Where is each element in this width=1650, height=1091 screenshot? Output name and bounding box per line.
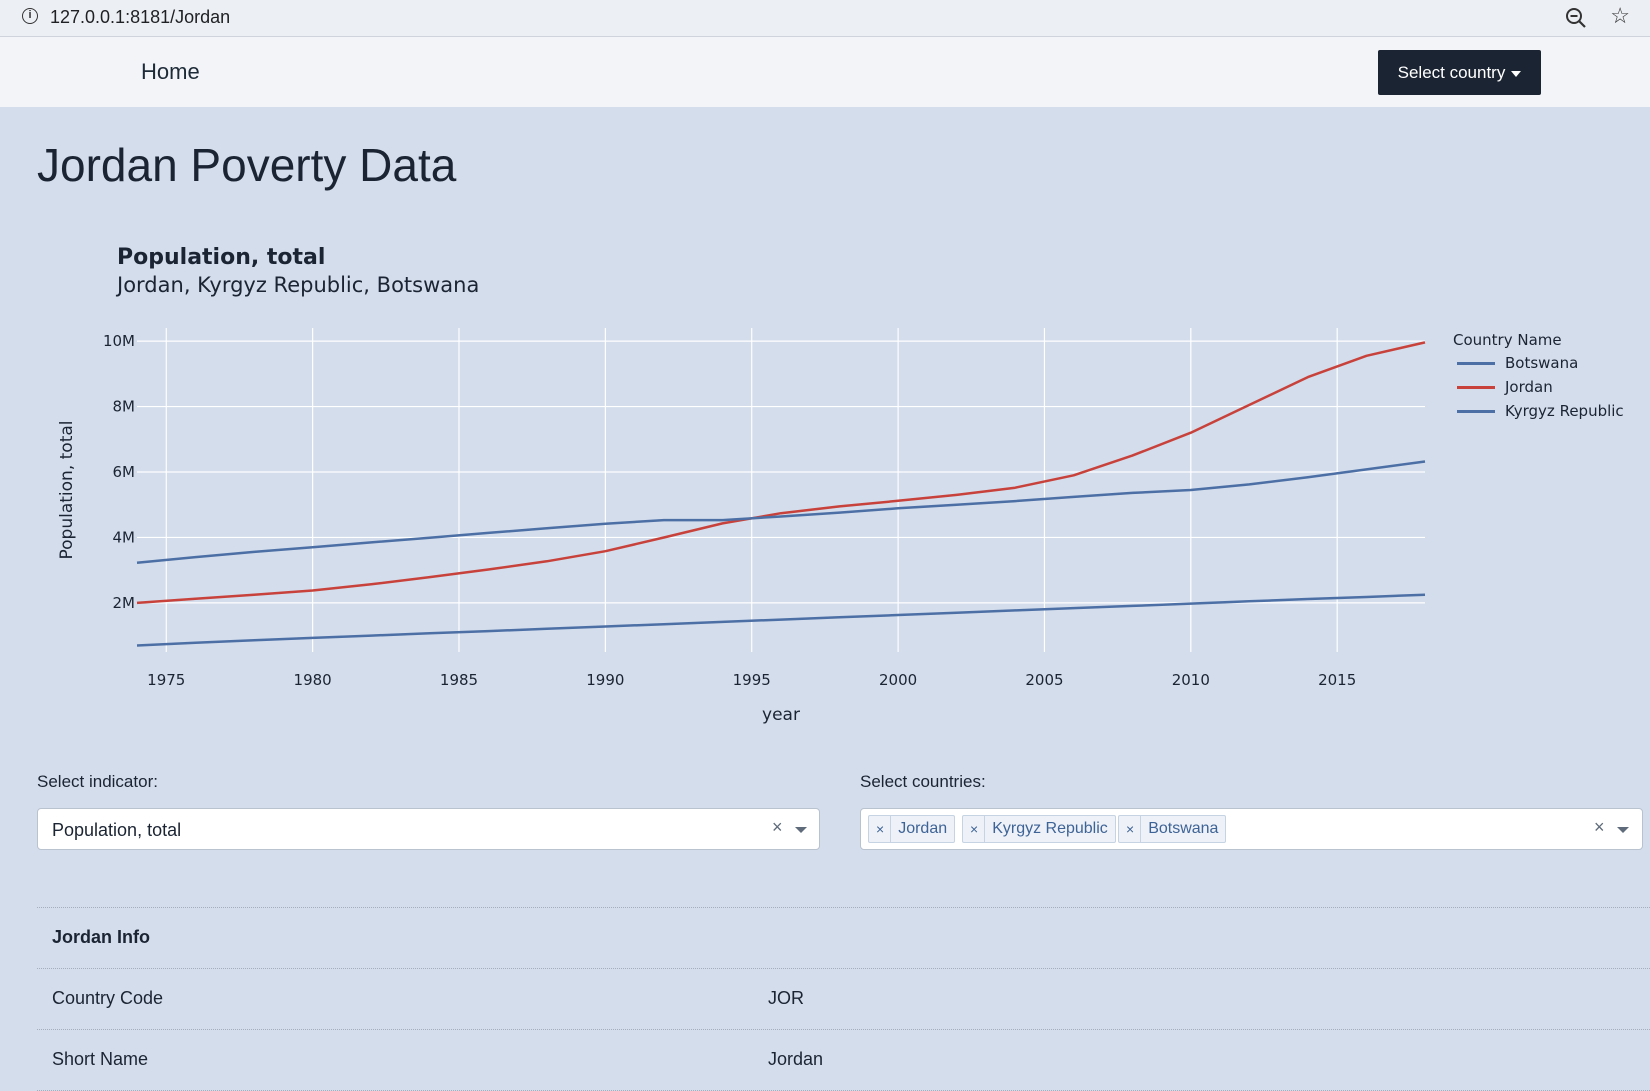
legend-label: Kyrgyz Republic — [1505, 402, 1624, 420]
legend-label: Botswana — [1505, 354, 1579, 372]
indicator-value: Population, total — [52, 820, 182, 840]
clear-icon[interactable]: × — [772, 817, 783, 837]
legend-item-kyrgyz-republic[interactable]: Kyrgyz Republic — [1457, 402, 1624, 420]
country-info-table: Jordan Info Country Code JOR Short Name … — [37, 907, 1650, 1091]
zoom-out-icon[interactable] — [1564, 6, 1588, 30]
x-tick-label: 1995 — [733, 671, 771, 689]
browser-address-bar: i 127.0.0.1:8181/Jordan ☆ — [0, 0, 1650, 37]
page-title: Jordan Poverty Data — [37, 139, 457, 191]
country-tag-jordan: × Jordan — [868, 815, 956, 843]
x-tick-label: 2005 — [1025, 671, 1063, 689]
tag-label: Jordan — [898, 820, 948, 837]
y-tick-label: 6M — [113, 463, 136, 481]
legend-item-jordan[interactable]: Jordan — [1457, 378, 1553, 396]
info-value: JOR — [768, 988, 804, 1008]
star-icon[interactable]: ☆ — [1610, 3, 1630, 28]
legend-title: Country Name — [1453, 331, 1562, 349]
x-tick-label: 2010 — [1172, 671, 1210, 689]
clear-icon[interactable]: × — [1594, 817, 1605, 837]
x-tick-label: 2000 — [879, 671, 917, 689]
tag-label: Kyrgyz Republic — [992, 820, 1108, 837]
population-chart: Population, total Jordan, Kyrgyz Republi… — [0, 230, 1650, 730]
indicator-label: Select indicator: — [37, 772, 158, 791]
chart-plot-area[interactable]: 1975 1980 1985 1990 1995 2000 2005 2010 2015 2M 4M… — [0, 230, 1650, 730]
info-icon[interactable]: i — [22, 8, 38, 24]
navbar: Home Select country — [0, 37, 1650, 107]
series-line-kyrgyz-republic — [136, 460, 1426, 564]
remove-tag-icon[interactable]: × — [1119, 816, 1142, 842]
legend-label: Jordan — [1505, 378, 1553, 396]
info-key: Country Code — [52, 988, 164, 1008]
countries-label: Select countries: — [860, 772, 986, 791]
series-line-botswana — [136, 593, 1426, 647]
y-tick-label: 2M — [113, 594, 136, 612]
chart-subtitle: Jordan, Kyrgyz Republic, Botswana — [117, 273, 480, 297]
remove-tag-icon[interactable]: × — [963, 816, 986, 842]
chevron-down-icon[interactable] — [1617, 827, 1629, 833]
info-value: Jordan — [768, 1049, 824, 1069]
home-link[interactable]: Home — [141, 59, 200, 84]
select-country-label: Select country — [1397, 62, 1506, 82]
legend-swatch — [1457, 361, 1495, 365]
indicator-dropdown[interactable]: Population, total × — [37, 808, 820, 850]
y-tick-label: 8M — [113, 398, 136, 416]
y-axis-title: Population, total — [57, 421, 77, 560]
table-row: Country Code JOR — [37, 969, 1650, 1030]
x-tick-label: 2015 — [1318, 671, 1356, 689]
chevron-down-icon — [1511, 70, 1522, 77]
x-tick-label: 1980 — [294, 671, 332, 689]
x-tick-label: 1990 — [586, 671, 624, 689]
countries-multiselect[interactable]: × Jordan × Kyrgyz Republic × Botswana × — [860, 808, 1643, 850]
country-tag-botswana: × Botswana — [1118, 815, 1227, 843]
remove-tag-icon[interactable]: × — [869, 816, 892, 842]
info-header: Jordan Info — [52, 927, 150, 947]
legend-swatch — [1457, 409, 1495, 413]
series-line-jordan — [136, 341, 1426, 605]
country-tag-kyrgyz-republic: × Kyrgyz Republic — [962, 815, 1116, 843]
chart-title: Population, total — [117, 245, 326, 270]
chevron-down-icon[interactable] — [795, 827, 807, 833]
x-tick-label: 1985 — [440, 671, 478, 689]
info-header-row: Jordan Info — [37, 908, 1650, 969]
tag-label: Botswana — [1148, 820, 1219, 837]
y-tick-label: 4M — [113, 528, 136, 546]
select-country-button[interactable]: Select country — [1378, 50, 1541, 95]
info-key: Short Name — [52, 1049, 149, 1069]
x-axis-title: year — [762, 705, 800, 725]
legend-swatch — [1457, 385, 1495, 389]
x-tick-label: 1975 — [147, 671, 185, 689]
legend-item-botswana[interactable]: Botswana — [1457, 354, 1578, 372]
y-tick-label: 10M — [103, 332, 135, 350]
url-text[interactable]: 127.0.0.1:8181/Jordan — [50, 7, 231, 27]
